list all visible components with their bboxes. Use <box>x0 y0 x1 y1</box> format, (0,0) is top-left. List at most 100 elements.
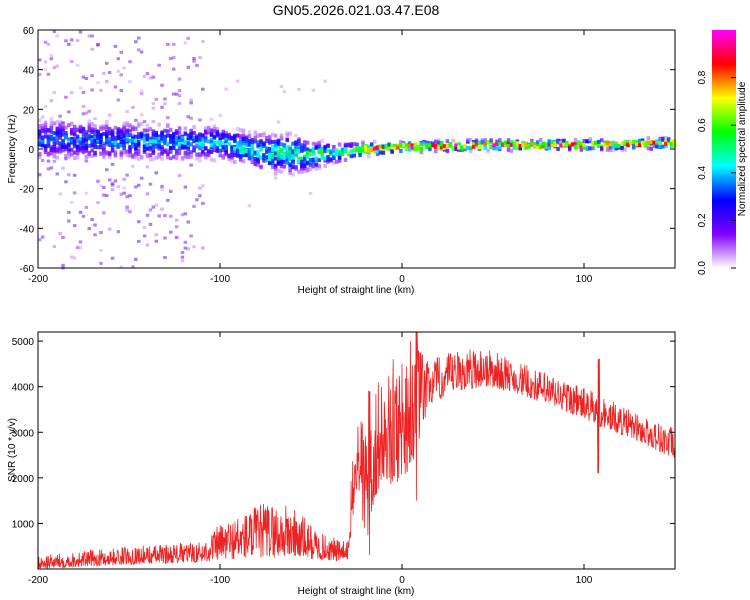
heatmap-cell <box>116 230 121 234</box>
heatmap-cell <box>265 149 269 154</box>
heatmap-cell <box>291 150 295 155</box>
heatmap-cell <box>236 127 240 131</box>
heatmap-cell <box>538 138 543 142</box>
heatmap-cell <box>355 142 359 147</box>
heatmap-cell <box>93 130 97 135</box>
heatmap-cell <box>43 130 48 134</box>
heatmap-cell <box>72 132 77 137</box>
heatmap-cell <box>256 133 260 138</box>
heatmap-cell <box>201 137 205 142</box>
heatmap-cell <box>506 144 511 148</box>
heatmap-cell <box>215 149 220 153</box>
heatmap-cell <box>148 153 153 158</box>
heatmap-cell <box>192 204 196 208</box>
heatmap-cell <box>378 150 383 155</box>
heatmap-cell <box>113 150 118 155</box>
heatmap-cell <box>180 213 185 217</box>
heatmap-cell <box>361 145 365 150</box>
heatmap-cell <box>279 169 284 174</box>
heatmap-cell <box>128 128 132 133</box>
heatmap-cell <box>230 152 234 157</box>
heatmap-cell <box>378 144 383 149</box>
heatmap-cell <box>49 126 54 131</box>
heatmap-cell <box>145 152 150 157</box>
heatmap-cell <box>195 63 199 67</box>
heatmap-cell <box>303 157 307 162</box>
heatmap-cell <box>102 124 106 129</box>
heatmap-cell <box>314 145 319 150</box>
heatmap-cell <box>332 160 336 165</box>
colorbar-tick-label: 0.6 <box>697 118 708 132</box>
heatmap-cell <box>250 149 255 154</box>
heatmap-cell <box>40 126 45 131</box>
heatmap-cell <box>87 123 91 128</box>
heatmap-cell <box>276 153 281 158</box>
heatmap-cell <box>285 133 289 138</box>
heatmap-cell <box>151 139 156 144</box>
heatmap-cell <box>262 153 266 158</box>
y-tick-label: 20 <box>23 105 35 116</box>
heatmap-cell <box>52 141 57 146</box>
snr-line <box>37 331 675 570</box>
heatmap-cell <box>358 153 362 158</box>
heatmap-cell <box>192 57 196 60</box>
heatmap-cell <box>72 224 77 228</box>
heatmap-cell <box>128 154 132 158</box>
heatmap-cell <box>265 158 269 163</box>
heatmap-cell <box>180 255 185 259</box>
heatmap-cell <box>285 154 289 159</box>
heatmap-cell <box>67 211 71 214</box>
heatmap-cell <box>93 145 97 150</box>
heatmap-cell <box>169 127 173 132</box>
heatmap-cell <box>279 157 284 162</box>
heatmap-cell <box>96 133 100 138</box>
heatmap-cell <box>96 136 100 140</box>
heatmap-cell <box>183 140 188 145</box>
heatmap-cell <box>620 141 624 146</box>
heatmap-cell <box>198 194 202 198</box>
heatmap-cell <box>72 139 77 144</box>
heatmap-cell <box>244 142 249 147</box>
heatmap-cell <box>294 166 298 171</box>
heatmap-cell <box>611 148 616 153</box>
heatmap-cell <box>75 140 80 144</box>
heatmap-cell <box>311 157 316 162</box>
heatmap-cell <box>265 139 269 143</box>
heatmap-cell <box>174 92 179 96</box>
heatmap-cell <box>233 153 237 158</box>
heatmap-cell <box>428 141 432 146</box>
heatmap-cell <box>655 139 659 144</box>
heatmap-cell <box>174 218 179 222</box>
heatmap-cell <box>291 165 295 169</box>
x-tick-label: -100 <box>210 274 230 285</box>
heatmap-cell <box>221 145 225 149</box>
heatmap-cell <box>67 147 71 152</box>
heatmap-cell <box>271 147 275 152</box>
heatmap-cell <box>110 188 115 192</box>
heatmap-cell <box>113 131 118 135</box>
heatmap-cell <box>43 135 48 139</box>
heatmap-cell <box>49 145 54 150</box>
heatmap-cell <box>96 201 100 205</box>
heatmap-cell <box>221 140 225 145</box>
heatmap-cell <box>623 142 627 147</box>
heatmap-cell <box>303 169 307 174</box>
heatmap-cell <box>568 146 572 151</box>
heatmap-cell <box>399 143 403 148</box>
heatmap-cell <box>393 146 397 151</box>
heatmap-cell <box>189 128 193 133</box>
heatmap-cell <box>183 41 188 45</box>
heatmap-cell <box>614 141 619 146</box>
heatmap-cell <box>84 132 89 137</box>
y-tick-label: 0 <box>28 145 34 156</box>
heatmap-cell <box>230 146 234 151</box>
heatmap-cell <box>503 140 508 145</box>
heatmap-cell <box>160 136 164 141</box>
heatmap-cell <box>457 145 461 150</box>
heatmap-cell <box>308 148 313 153</box>
heatmap-cell <box>445 139 450 144</box>
heatmap-cell <box>137 183 141 187</box>
colorbar-label: Normalized spectral amplitude <box>737 81 748 216</box>
heatmap-cell <box>38 139 42 142</box>
heatmap-cell <box>137 132 141 137</box>
